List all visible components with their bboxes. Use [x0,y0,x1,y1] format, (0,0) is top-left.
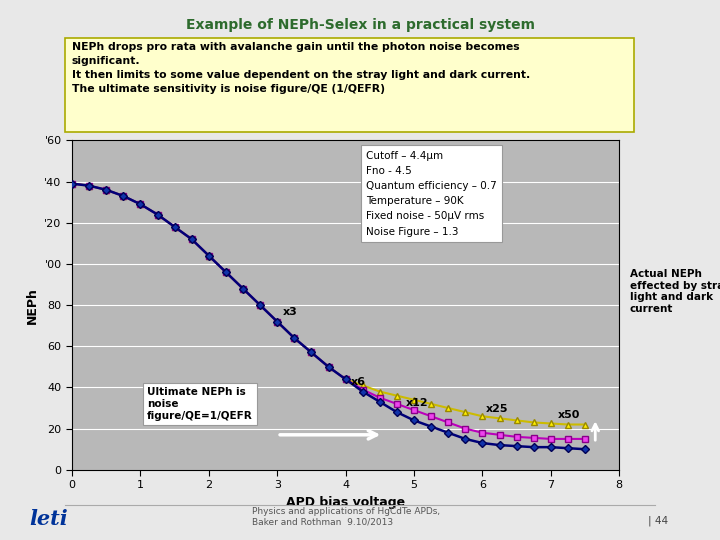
Text: NEPh drops pro rata with avalanche gain until the photon noise becomes
significa: NEPh drops pro rata with avalanche gain … [72,42,530,94]
Text: x6: x6 [351,377,366,388]
Text: leti: leti [29,509,68,529]
Text: | 44: | 44 [648,516,668,526]
Y-axis label: NEPh: NEPh [26,287,39,323]
Text: x12: x12 [406,398,428,408]
Text: Cutoff – 4.4μm
Fno - 4.5
Quantum efficiency – 0.7
Temperature – 90K
Fixed noise : Cutoff – 4.4μm Fno - 4.5 Quantum efficie… [366,151,497,237]
Text: x3: x3 [283,307,297,318]
Text: x50: x50 [558,410,580,420]
Text: Physics and applications of HgCdTe APDs,
Baker and Rothman  9.10/2013: Physics and applications of HgCdTe APDs,… [252,507,440,526]
Text: x25: x25 [486,404,508,414]
Text: Ultimate NEPh is
noise
figure/QE=1/QEFR: Ultimate NEPh is noise figure/QE=1/QEFR [148,387,253,421]
Text: Actual NEPh
effected by stray
light and dark
current: Actual NEPh effected by stray light and … [630,269,720,314]
Text: Example of NEPh-Selex in a practical system: Example of NEPh-Selex in a practical sys… [186,18,534,32]
X-axis label: APD bias voltage: APD bias voltage [286,496,405,509]
